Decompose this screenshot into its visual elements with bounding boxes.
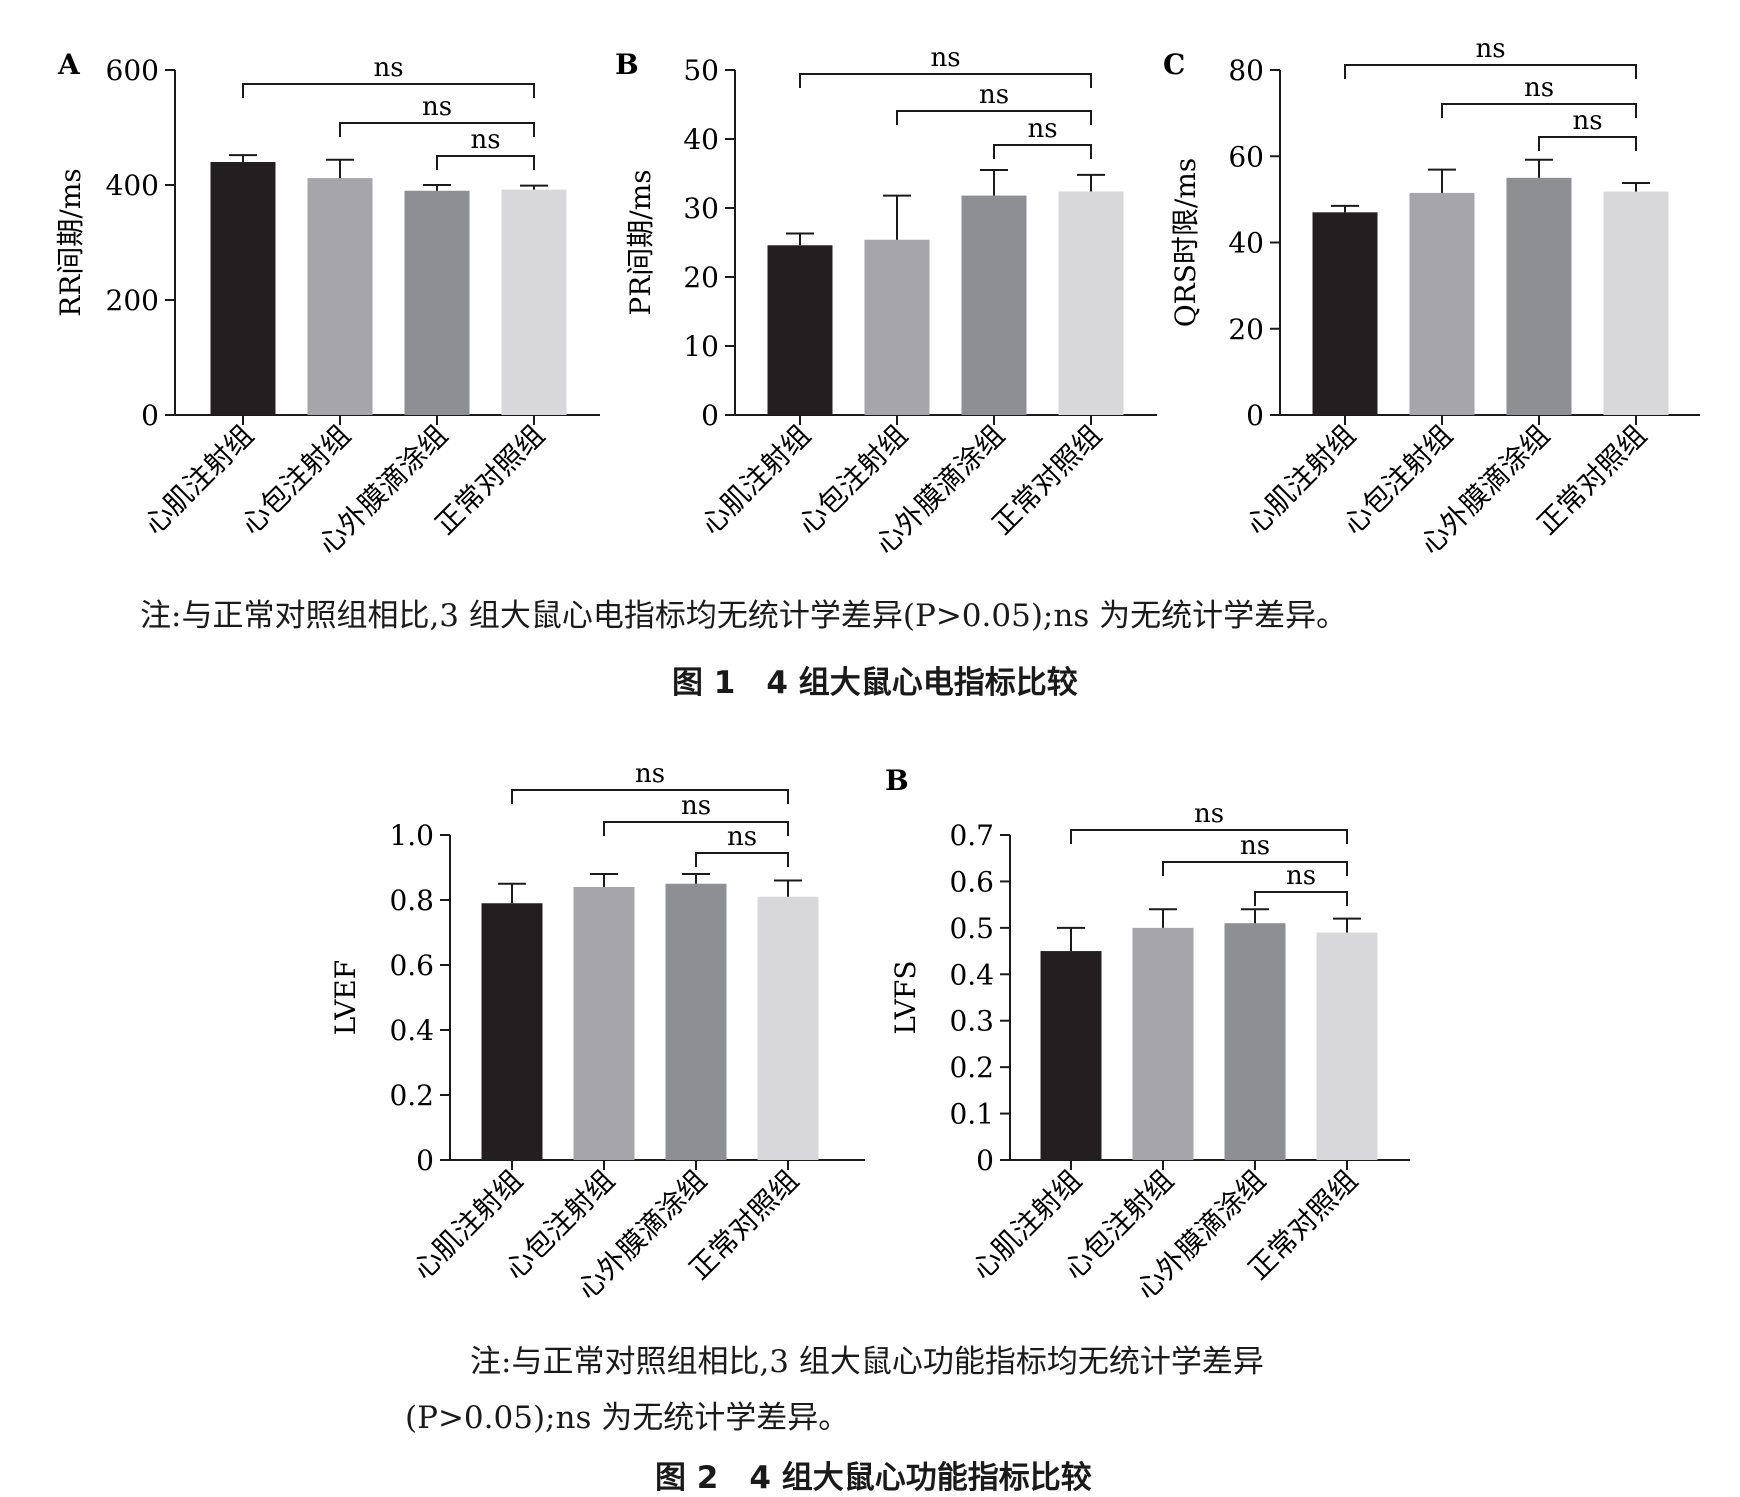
- chart-3: C020406080QRS时限/ms心肌注射组心包注射组心外膜滴涂组正常对照组n…: [1163, 34, 1700, 561]
- significance-label: ns: [1194, 799, 1224, 829]
- bar: [573, 887, 635, 1160]
- y-tick-label: 60: [1228, 140, 1264, 173]
- y-tick-label: 0: [141, 399, 159, 432]
- significance-label: ns: [635, 759, 665, 789]
- significance-label: ns: [1475, 34, 1505, 64]
- bar: [1040, 951, 1102, 1160]
- significance-bracket: [511, 789, 789, 804]
- significance-bracket: [993, 144, 1092, 159]
- significance-label: ns: [1524, 73, 1554, 103]
- bar: [1316, 932, 1378, 1160]
- y-tick-label: 0: [976, 1144, 994, 1177]
- significance-bracket: [242, 83, 535, 98]
- figure2-caption: 图 2 4 组大鼠心功能指标比较: [655, 1460, 1092, 1496]
- bar: [501, 189, 567, 415]
- y-tick-label: 0.3: [949, 1005, 994, 1038]
- significance-bracket: [603, 821, 789, 836]
- significance-bracket: [1254, 891, 1348, 906]
- significance-bracket: [339, 122, 535, 137]
- y-tick-label: 0.6: [949, 865, 994, 898]
- y-tick-label: 40: [683, 123, 719, 156]
- bar: [1312, 212, 1378, 415]
- significance-bracket: [1441, 103, 1637, 118]
- bar: [1058, 191, 1124, 415]
- y-tick-label: 20: [1228, 313, 1264, 346]
- bar: [1506, 177, 1572, 415]
- y-axis-label: QRS时限/ms: [1169, 158, 1202, 328]
- figure2-note-line2: (P>0.05);ns 为无统计学差异。: [405, 1400, 850, 1436]
- bar: [210, 162, 276, 415]
- y-tick-label: 0.2: [949, 1051, 994, 1084]
- significance-bracket: [1162, 861, 1348, 876]
- y-axis-label: PR间期/ms: [624, 169, 657, 315]
- bar: [481, 903, 543, 1160]
- bar: [404, 190, 470, 415]
- significance-label: ns: [1240, 831, 1270, 861]
- bar: [1409, 192, 1475, 415]
- significance-bracket: [1344, 64, 1637, 79]
- bar: [665, 883, 727, 1160]
- panel-label: C: [1163, 48, 1185, 81]
- significance-label: ns: [1572, 106, 1602, 136]
- y-tick-label: 0: [416, 1144, 434, 1177]
- bar: [1224, 923, 1286, 1160]
- y-tick-label: 50: [683, 54, 719, 87]
- y-tick-label: 10: [683, 330, 719, 363]
- panel-label: B: [615, 48, 639, 81]
- y-tick-label: 0: [1246, 399, 1264, 432]
- significance-label: ns: [1027, 114, 1057, 144]
- y-tick-label: 0.6: [389, 949, 434, 982]
- y-tick-label: 0.7: [949, 819, 994, 852]
- significance-label: ns: [1286, 861, 1316, 891]
- chart-5: B00.10.20.30.40.50.60.7LVFS心肌注射组心包注射组心外膜…: [885, 764, 1410, 1306]
- y-tick-label: 400: [106, 169, 159, 202]
- chart-2: B01020304050PR间期/ms心肌注射组心包注射组心外膜滴涂组正常对照组…: [615, 43, 1157, 561]
- significance-bracket: [1070, 829, 1348, 844]
- chart-1: A0200400600RR间期/ms心肌注射组心包注射组心外膜滴涂组正常对照组n…: [54, 48, 600, 561]
- figure2-note-line1: 注:与正常对照组相比,3 组大鼠心功能指标均无统计学差异: [470, 1344, 1264, 1380]
- significance-bracket: [799, 73, 1092, 88]
- significance-label: ns: [930, 43, 960, 73]
- significance-label: ns: [727, 822, 757, 852]
- y-axis-label: LVFS: [889, 960, 922, 1034]
- significance-label: ns: [681, 791, 711, 821]
- y-axis-label: RR间期/ms: [54, 168, 87, 317]
- y-tick-label: 1.0: [389, 819, 434, 852]
- bar: [1603, 191, 1669, 415]
- chart-4: 00.20.40.60.81.0LVEF心肌注射组心包注射组心外膜滴涂组正常对照…: [329, 759, 865, 1306]
- bar: [757, 896, 819, 1160]
- bar: [864, 239, 930, 415]
- y-tick-label: 0.8: [389, 884, 434, 917]
- panel-label: A: [57, 48, 81, 81]
- y-tick-label: 0: [701, 399, 719, 432]
- bar: [1132, 927, 1194, 1160]
- y-tick-label: 200: [106, 284, 159, 317]
- panel-label: B: [885, 764, 909, 797]
- bar: [961, 195, 1027, 415]
- y-tick-label: 40: [1228, 227, 1264, 260]
- y-tick-label: 80: [1228, 54, 1264, 87]
- significance-bracket: [695, 852, 789, 867]
- y-tick-label: 0.2: [389, 1079, 434, 1112]
- figure1-caption: 图 1 4 组大鼠心电指标比较: [672, 665, 1078, 701]
- figure1-note: 注:与正常对照组相比,3 组大鼠心电指标均无统计学差异(P>0.05);ns 为…: [140, 598, 1348, 634]
- significance-bracket: [1538, 136, 1637, 151]
- y-tick-label: 20: [683, 261, 719, 294]
- significance-label: ns: [373, 53, 403, 83]
- y-tick-label: 0.4: [389, 1014, 434, 1047]
- significance-label: ns: [979, 80, 1009, 110]
- bar: [307, 178, 373, 415]
- y-tick-label: 0.5: [949, 912, 994, 945]
- significance-label: ns: [470, 125, 500, 155]
- y-tick-label: 0.1: [949, 1098, 994, 1131]
- significance-bracket: [896, 110, 1092, 125]
- significance-bracket: [436, 155, 535, 170]
- y-tick-label: 0.4: [949, 958, 994, 991]
- y-axis-label: LVEF: [329, 960, 362, 1035]
- bar: [767, 245, 833, 415]
- y-tick-label: 30: [683, 192, 719, 225]
- y-tick-label: 600: [106, 54, 159, 87]
- significance-label: ns: [422, 92, 452, 122]
